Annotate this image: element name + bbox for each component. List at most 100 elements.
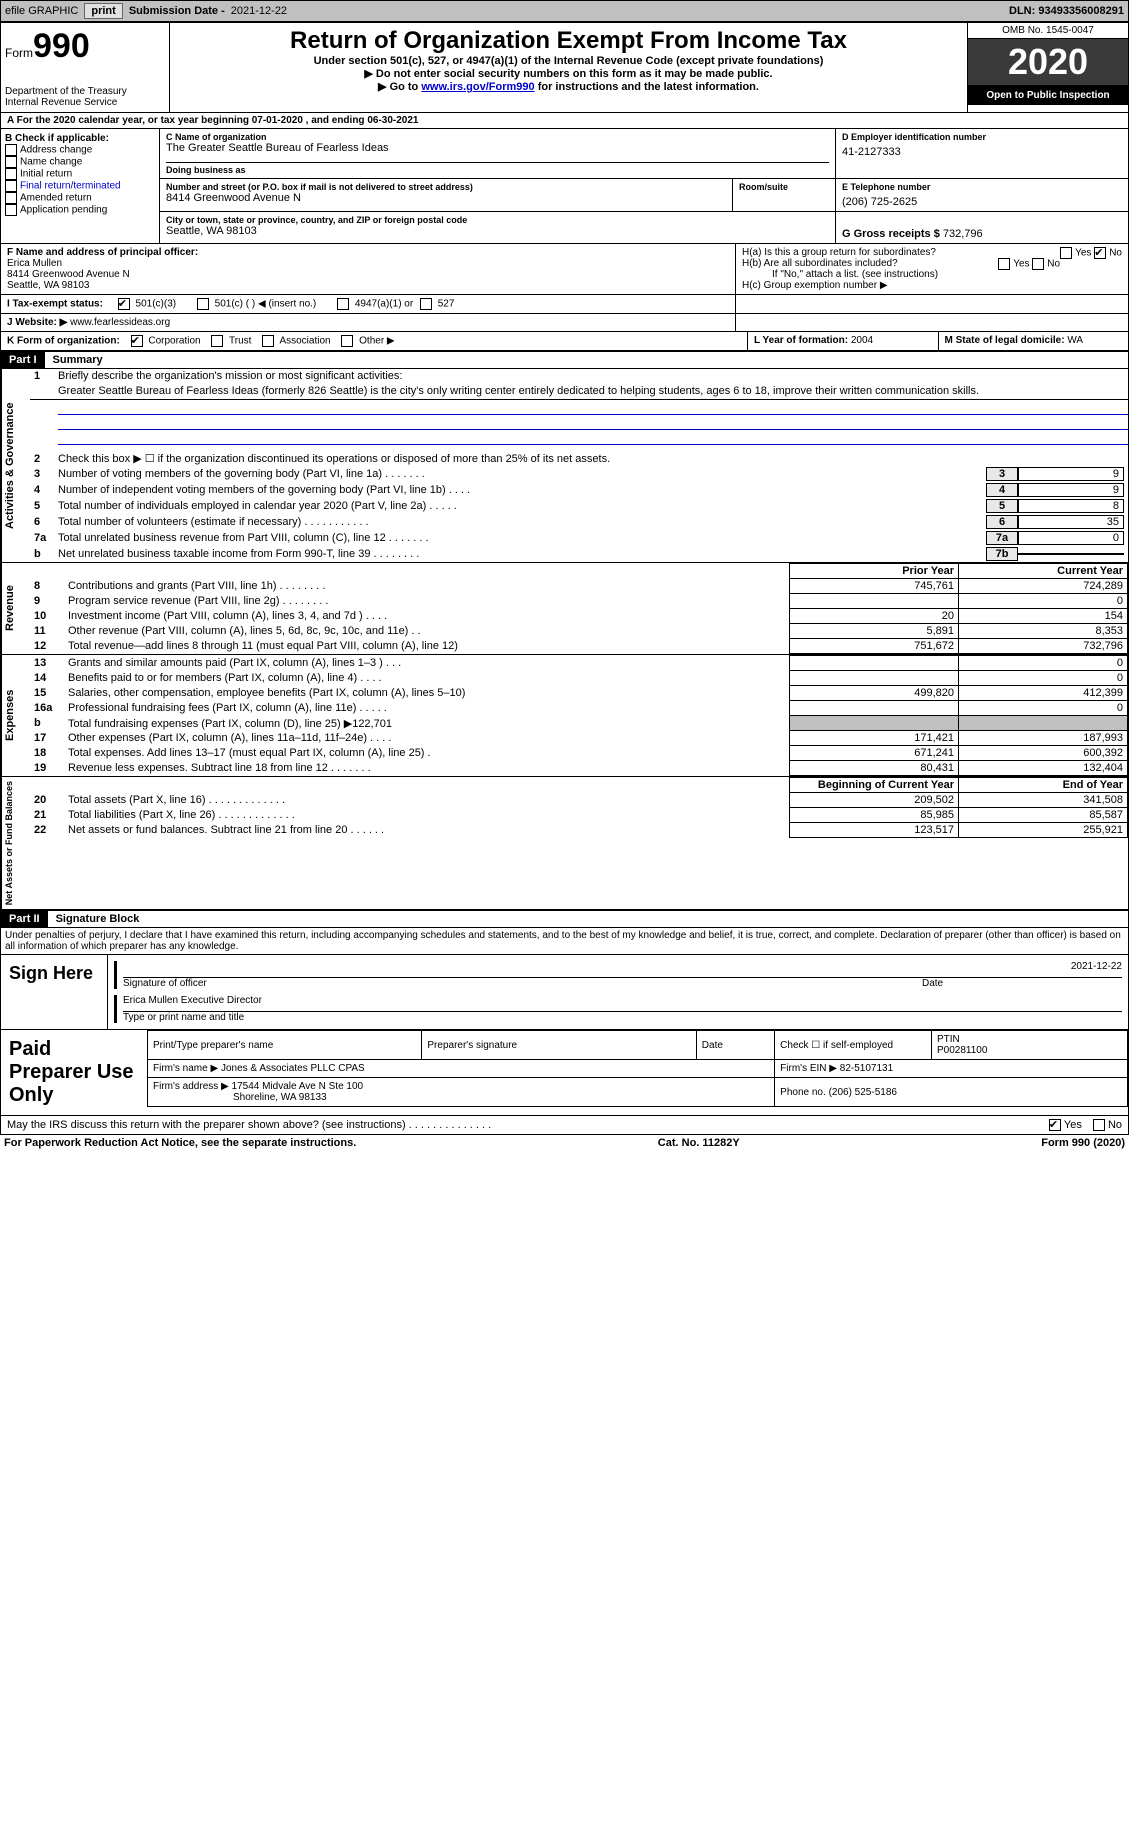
fin-line-21: 21Total liabilities (Part X, line 26) . … <box>30 808 1128 823</box>
side-governance: Activities & Governance <box>1 369 30 562</box>
website-value: www.fearlessideas.org <box>70 317 170 328</box>
tax-year: 2020 <box>968 38 1128 86</box>
sig-officer-label: Signature of officer <box>123 978 922 989</box>
gov-line-4: 4Number of independent voting members of… <box>30 482 1128 498</box>
box-c-city: City or town, state or province, country… <box>160 212 836 243</box>
officer-addr2: Seattle, WA 98103 <box>7 280 89 291</box>
officer-name: Erica Mullen <box>7 258 62 269</box>
print-button[interactable]: print <box>84 3 122 19</box>
fin-line-19: 19Revenue less expenses. Subtract line 1… <box>30 761 1128 776</box>
part2-label: Part II <box>1 911 48 927</box>
org-city: Seattle, WA 98103 <box>166 225 829 237</box>
pt-date-label: Date <box>702 1040 769 1051</box>
firm-name-label: Firm's name ▶ <box>153 1063 218 1074</box>
sub3-post: for instructions and the latest informat… <box>535 81 759 93</box>
box-f-label: F Name and address of principal officer: <box>7 247 198 258</box>
part1-label: Part I <box>1 352 45 368</box>
firm-phone-label: Phone no. <box>780 1087 826 1098</box>
hb-no[interactable] <box>1032 258 1044 270</box>
chk-527[interactable] <box>420 298 432 310</box>
side-netassets: Net Assets or Fund Balances <box>1 777 30 909</box>
fin-line-22: 22Net assets or fund balances. Subtract … <box>30 823 1128 838</box>
col-prior-year: Prior Year <box>790 564 959 579</box>
irs-link[interactable]: www.irs.gov/Form990 <box>421 81 534 93</box>
signature-block: Sign Here Signature of officer 2021-12-2… <box>0 954 1129 1030</box>
discuss-yes[interactable] <box>1049 1119 1061 1131</box>
fin-line-12: 12Total revenue—add lines 8 through 11 (… <box>30 639 1128 654</box>
box-d-label: D Employer identification number <box>842 132 1122 142</box>
pt-check-label[interactable]: Check ☐ if self-employed <box>780 1040 926 1051</box>
chk-4947[interactable] <box>337 298 349 310</box>
fin-line-b: bTotal fundraising expenses (Part IX, co… <box>30 716 1128 731</box>
box-g: G Gross receipts $ 732,796 <box>836 212 1128 243</box>
efile-label: efile GRAPHIC <box>5 5 78 17</box>
year-formation: 2004 <box>851 335 873 346</box>
gov-line-b: bNet unrelated business taxable income f… <box>30 546 1128 562</box>
fin-line-15: 15Salaries, other compensation, employee… <box>30 686 1128 701</box>
chk-corp[interactable] <box>131 335 143 347</box>
chk-initial-return[interactable]: Initial return <box>5 168 155 180</box>
ptin-label: PTIN <box>937 1034 1122 1045</box>
footer-mid: Cat. No. 11282Y <box>658 1137 740 1149</box>
submission-label: Submission Date - <box>129 5 225 17</box>
summary-revenue: Revenue Prior YearCurrent Year 8Contribu… <box>0 563 1129 655</box>
gov-line-5: 5Total number of individuals employed in… <box>30 498 1128 514</box>
hb-text: H(b) Are all subordinates included? <box>742 258 898 269</box>
mission-text: Greater Seattle Bureau of Fearless Ideas… <box>30 383 1128 400</box>
summary-netassets: Net Assets or Fund Balances Beginning of… <box>0 777 1129 910</box>
ha-no[interactable] <box>1094 247 1106 259</box>
line-i: I Tax-exempt status: 501(c)(3) 501(c) ( … <box>0 295 1129 314</box>
chk-amended-return[interactable]: Amended return <box>5 192 155 204</box>
chk-application-pending[interactable]: Application pending <box>5 204 155 216</box>
sign-here-label: Sign Here <box>1 955 107 1029</box>
chk-other[interactable] <box>341 335 353 347</box>
discuss-row: May the IRS discuss this return with the… <box>0 1116 1129 1135</box>
chk-name-change[interactable]: Name change <box>5 156 155 168</box>
pt-name-label: Print/Type preparer's name <box>153 1040 416 1051</box>
fin-line-14: 14Benefits paid to or for members (Part … <box>30 671 1128 686</box>
box-h: H(a) Is this a group return for subordin… <box>735 244 1128 294</box>
chk-final-return[interactable]: Final return/terminated <box>5 180 155 192</box>
gov-line-3: 3Number of voting members of the governi… <box>30 466 1128 482</box>
chk-501c[interactable] <box>197 298 209 310</box>
fin-line-8: 8Contributions and grants (Part VIII, li… <box>30 579 1128 594</box>
line-k-label: K Form of organization: <box>7 336 120 347</box>
side-expenses: Expenses <box>1 655 30 776</box>
line-m: M State of legal domicile: WA <box>939 332 1129 350</box>
state-domicile: WA <box>1067 335 1083 346</box>
discuss-no[interactable] <box>1093 1119 1105 1131</box>
summary-governance: Activities & Governance 1 Briefly descri… <box>0 369 1129 563</box>
chk-address-change[interactable]: Address change <box>5 144 155 156</box>
line-i-label: I Tax-exempt status: <box>7 299 103 310</box>
fin-line-10: 10Investment income (Part VIII, column (… <box>30 609 1128 624</box>
chk-trust[interactable] <box>211 335 223 347</box>
form-subtitle-3: ▶ Go to www.irs.gov/Form990 for instruct… <box>174 80 963 93</box>
hb-yes[interactable] <box>998 258 1010 270</box>
hb-note: If "No," attach a list. (see instruction… <box>742 269 1122 280</box>
officer-signature-line[interactable] <box>123 961 922 978</box>
line-klm: K Form of organization: Corporation Trus… <box>0 332 1129 351</box>
expenses-table: 13Grants and similar amounts paid (Part … <box>30 655 1128 776</box>
dln-value: 93493356008291 <box>1038 5 1124 17</box>
chk-assoc[interactable] <box>262 335 274 347</box>
efile-topbar: efile GRAPHIC print Submission Date - 20… <box>0 0 1129 22</box>
box-c-name: C Name of organization The Greater Seatt… <box>160 129 836 178</box>
part1-title: Summary <box>45 354 103 366</box>
line-a: A For the 2020 calendar year, or tax yea… <box>0 113 1129 129</box>
addr-label: Number and street (or P.O. box if mail i… <box>166 182 726 192</box>
firm-addr-label: Firm's address ▶ <box>153 1081 229 1092</box>
sig-date-value: 2021-12-22 <box>1071 961 1122 977</box>
header-left: Form990 Department of the Treasury Inter… <box>1 23 170 112</box>
chk-501c3[interactable] <box>118 298 130 310</box>
page-footer: For Paperwork Reduction Act Notice, see … <box>0 1135 1129 1151</box>
box-g-label: G Gross receipts $ <box>842 228 940 240</box>
mission-blank-1 <box>58 400 1128 415</box>
mission-blank-3 <box>58 430 1128 445</box>
dln-label: DLN: <box>1009 5 1035 17</box>
footer-left: For Paperwork Reduction Act Notice, see … <box>4 1137 356 1149</box>
gross-receipts: 732,796 <box>943 228 983 240</box>
box-b: B Check if applicable: Address change Na… <box>1 129 160 243</box>
fin-line-16a: 16aProfessional fundraising fees (Part I… <box>30 701 1128 716</box>
ha-yes[interactable] <box>1060 247 1072 259</box>
room-label: Room/suite <box>733 179 835 211</box>
